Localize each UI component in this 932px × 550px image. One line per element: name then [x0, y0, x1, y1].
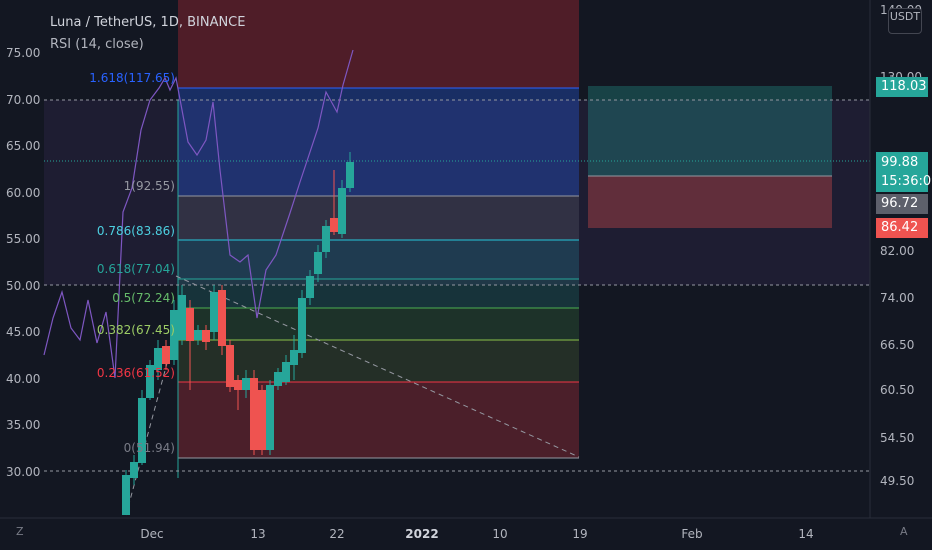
candle [274, 372, 282, 386]
left-axis-tick: 65.00 [6, 139, 40, 153]
time-axis-tick: Dec [140, 527, 163, 541]
target-price-badge: 118.03 [876, 77, 928, 97]
last-price-badge: 99.88 15:36:09 [876, 152, 932, 192]
fib-zone-1 [178, 196, 579, 240]
candle [306, 276, 314, 298]
left-axis-tick: 50.00 [6, 279, 40, 293]
candle [234, 380, 242, 390]
right-axis-tick: 82.00 [880, 244, 914, 258]
candlesticks [122, 152, 354, 515]
candle [138, 398, 146, 463]
left-axis-tick: 35.00 [6, 418, 40, 432]
time-axis-tick: 2022 [405, 527, 438, 541]
candle [146, 365, 154, 398]
fib-zone-0236 [178, 382, 579, 458]
right-axis-tick: 74.00 [880, 291, 914, 305]
stop-price-badge: 86.42 [876, 218, 928, 238]
time-axis-tick: 14 [798, 527, 813, 541]
fib-zone-1618 [178, 88, 579, 196]
candle [298, 298, 306, 353]
candle [346, 162, 354, 188]
candle [258, 390, 266, 450]
candle [178, 295, 186, 340]
candle [186, 308, 194, 341]
candle [194, 330, 202, 340]
candle [210, 292, 218, 332]
candle [170, 310, 178, 360]
fib-label-1618: 1.618(117.65) [89, 71, 175, 85]
candle [242, 378, 250, 390]
left-axis-tick: 45.00 [6, 325, 40, 339]
candle [330, 218, 338, 232]
left-axis-tick: 40.00 [6, 372, 40, 386]
symbol-title[interactable]: Luna / TetherUS, 1D, BINANCE [50, 15, 246, 30]
right-axis-tick: 66.50 [880, 338, 914, 352]
time-axis-tick: Feb [681, 527, 702, 541]
candle [338, 188, 346, 234]
candle [154, 348, 162, 370]
bar-countdown: 15:36:09 [881, 174, 932, 189]
left-axis-tick: 75.00 [6, 46, 40, 60]
time-axis-tick: 19 [572, 527, 587, 541]
zoom-corner-button[interactable]: Z [16, 525, 24, 538]
candle [290, 350, 298, 365]
fib-label-0618: 0.618(77.04) [97, 262, 175, 276]
left-axis-tick: 60.00 [6, 186, 40, 200]
chart-legend: Luna / TetherUS, 1D, BINANCE RSI (14, cl… [50, 12, 245, 56]
candle [162, 346, 170, 364]
indicator-title[interactable]: RSI (14, close) [50, 37, 144, 52]
entry-price-badge: 96.72 [876, 194, 928, 214]
candle [282, 362, 290, 382]
candle [250, 378, 258, 450]
fib-label-0786: 0.786(83.86) [97, 224, 175, 238]
fib-label-0: 0(51.94) [124, 441, 175, 455]
candle [322, 226, 330, 252]
rsi-line [43, 49, 354, 379]
currency-unit-label: USDT [889, 10, 921, 23]
fib-label-05: 0.5(72.24) [112, 291, 175, 305]
candle [218, 290, 226, 346]
candle [226, 345, 234, 387]
time-axis-tick: 22 [329, 527, 344, 541]
fib-zone-top [178, 0, 579, 88]
auto-scale-button[interactable]: A [900, 525, 908, 538]
fib-zone-0382 [178, 340, 579, 382]
position-loss-zone[interactable] [588, 176, 832, 228]
candle [130, 462, 138, 478]
right-axis-tick: 60.50 [880, 383, 914, 397]
candle [202, 330, 210, 342]
fib-label-0382: 0.382(67.45) [97, 323, 175, 337]
fib-zone-0618 [178, 279, 579, 308]
fib-zone-0786 [178, 240, 579, 279]
fib-label-1: 1(92.55) [124, 179, 175, 193]
left-axis-tick: 55.00 [6, 232, 40, 246]
candle [122, 475, 130, 515]
candle [266, 385, 274, 450]
last-price-value: 99.88 [881, 155, 919, 170]
currency-unit-button[interactable]: USDT [888, 8, 922, 34]
fib-zone-05 [178, 308, 579, 340]
candle [314, 252, 322, 274]
time-axis-tick: 10 [492, 527, 507, 541]
trendline-down[interactable] [175, 275, 580, 458]
right-axis-tick: 49.50 [880, 474, 914, 488]
rsi-band [44, 100, 870, 285]
right-axis-tick: 54.50 [880, 431, 914, 445]
left-axis-tick: 30.00 [6, 465, 40, 479]
fib-label-0236: 0.236(61.52) [97, 366, 175, 380]
left-axis-tick: 70.00 [6, 93, 40, 107]
time-axis-tick: 13 [250, 527, 265, 541]
